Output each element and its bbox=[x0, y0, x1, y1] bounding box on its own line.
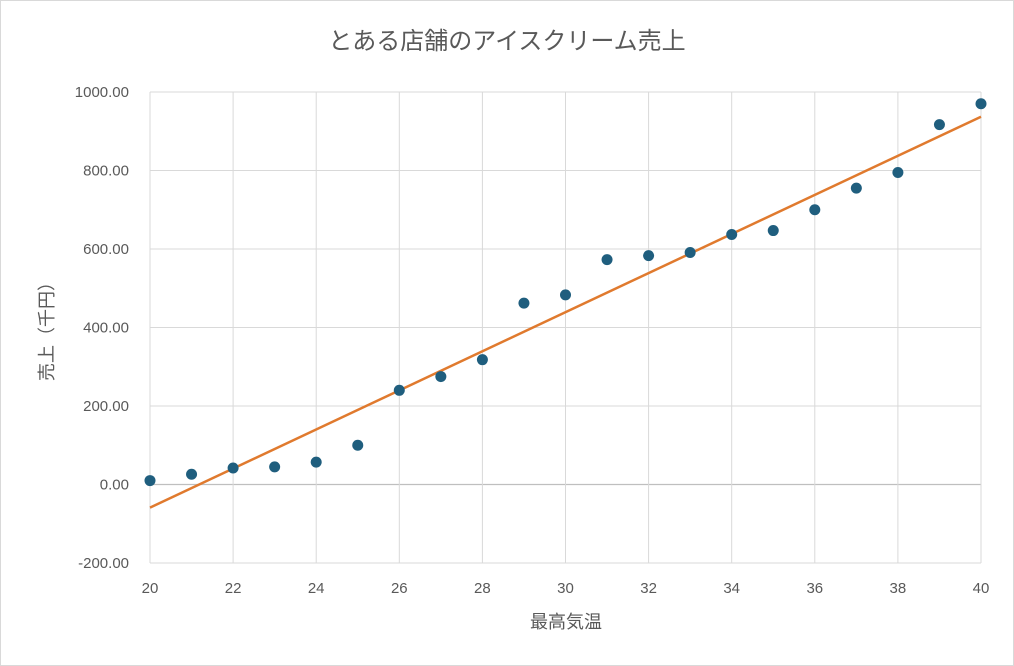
y-tick-label: 0.00 bbox=[100, 477, 129, 494]
y-axis-label: 売上（千円） bbox=[37, 273, 58, 381]
data-point bbox=[975, 98, 987, 110]
data-point bbox=[352, 439, 364, 451]
data-point bbox=[310, 456, 322, 468]
chart-title: とある店舗のアイスクリーム売上 bbox=[328, 27, 685, 55]
x-tick-label: 34 bbox=[723, 580, 740, 597]
x-axis-ticks: 20 22 24 26 28 30 32 34 36 38 40 bbox=[142, 580, 990, 597]
y-tick-label: 1000.00 bbox=[75, 84, 129, 101]
data-points bbox=[144, 98, 987, 487]
data-point bbox=[933, 119, 945, 131]
data-point bbox=[227, 462, 239, 474]
y-tick-label: 400.00 bbox=[83, 320, 129, 337]
x-tick-label: 30 bbox=[557, 580, 574, 597]
data-point bbox=[435, 371, 447, 383]
data-point bbox=[186, 468, 198, 480]
x-tick-label: 24 bbox=[308, 580, 325, 597]
trendline-layer bbox=[149, 115, 982, 509]
x-tick-label: 28 bbox=[474, 580, 491, 597]
data-point bbox=[393, 384, 405, 396]
y-tick-label: 800.00 bbox=[83, 163, 129, 180]
data-point bbox=[269, 461, 281, 473]
linear-trendline bbox=[149, 115, 982, 509]
data-point bbox=[476, 354, 488, 366]
x-tick-label: 26 bbox=[391, 580, 408, 597]
data-point bbox=[684, 247, 696, 259]
data-point bbox=[892, 166, 904, 178]
data-point bbox=[643, 250, 655, 262]
y-axis-ticks: -200.00 0.00 200.00 400.00 600.00 800.00 1000.… bbox=[75, 84, 129, 572]
data-point bbox=[850, 182, 862, 194]
data-point bbox=[726, 228, 738, 240]
x-tick-label: 38 bbox=[890, 580, 907, 597]
x-axis-label: 最高気温 bbox=[530, 612, 602, 633]
x-tick-label: 32 bbox=[640, 580, 657, 597]
y-tick-label: 600.00 bbox=[83, 241, 129, 258]
y-tick-label: -200.00 bbox=[78, 555, 129, 572]
data-point bbox=[518, 297, 530, 309]
x-tick-label: 36 bbox=[806, 580, 823, 597]
x-tick-label: 40 bbox=[973, 580, 990, 597]
y-tick-label: 200.00 bbox=[83, 398, 129, 415]
x-tick-label: 20 bbox=[142, 580, 159, 597]
data-point bbox=[560, 289, 571, 301]
gridlines bbox=[149, 91, 982, 564]
x-tick-label: 22 bbox=[225, 580, 242, 597]
data-point bbox=[601, 254, 613, 266]
data-point bbox=[144, 475, 156, 487]
data-point bbox=[767, 225, 779, 237]
data-point bbox=[809, 204, 821, 216]
